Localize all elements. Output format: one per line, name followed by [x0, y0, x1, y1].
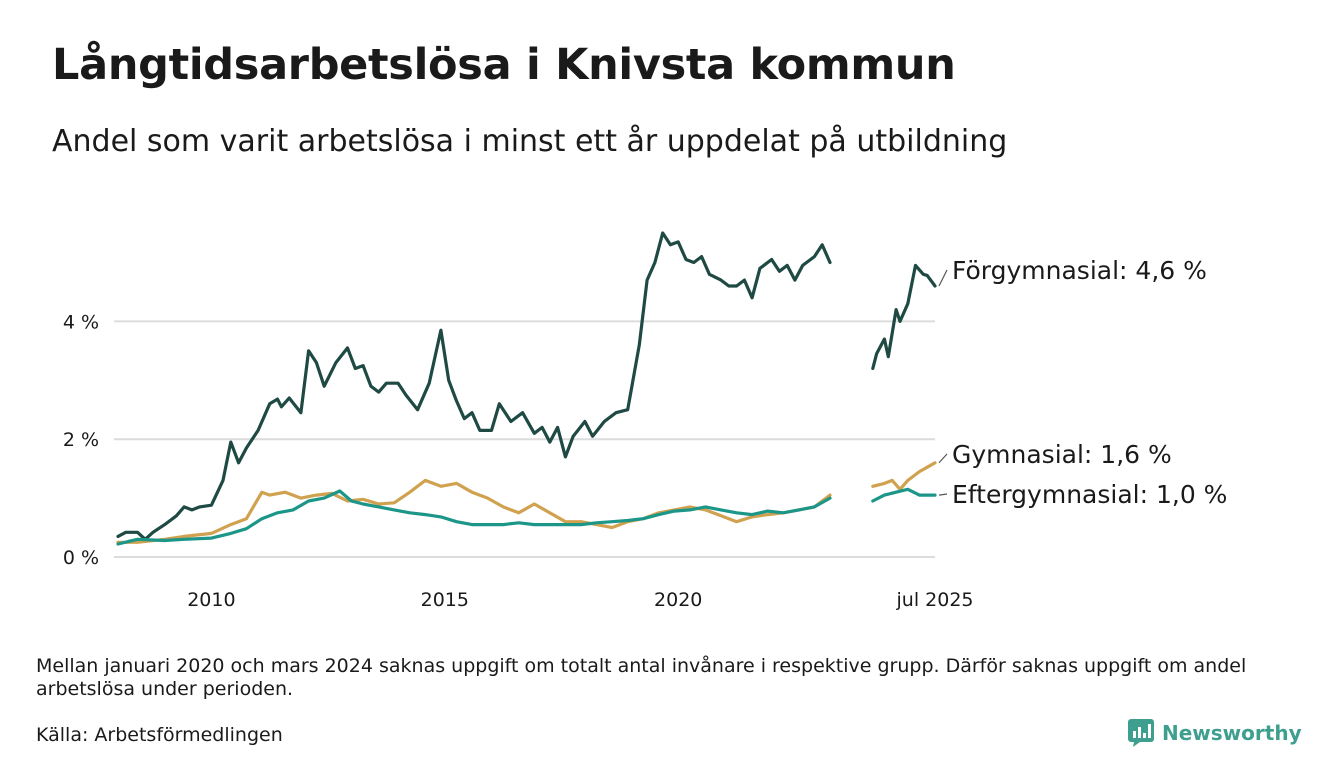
- x-tick-label: 2020: [654, 589, 702, 611]
- series-line-gymnasial: [116, 478, 832, 544]
- end-label-gymnasial: Gymnasial: 1,6 %: [952, 440, 1172, 469]
- chart-subtitle: Andel som varit arbetslösa i minst ett å…: [52, 124, 1008, 159]
- y-tick-label: 0 %: [63, 547, 99, 569]
- label-connector: [938, 453, 948, 464]
- x-axis-ticks: 2010 2015 2020 jul 2025: [187, 589, 973, 611]
- x-tick-label: 2010: [187, 589, 235, 611]
- line-chart: 0 % 2 % 4 % 2010 2015 2020 jul 2025 Förgymnas…: [63, 231, 1227, 611]
- brand-name: Newsworthy: [1162, 721, 1302, 745]
- y-tick-label: 2 %: [63, 429, 99, 451]
- x-tick-label: jul 2025: [896, 589, 974, 611]
- series-lines: [116, 231, 937, 546]
- newsworthy-logo: Newsworthy: [1128, 718, 1302, 748]
- series-line-forgymnasial: [871, 263, 937, 371]
- chart-title: Långtidsarbetslösa i Knivsta kommun: [52, 40, 956, 90]
- series-line-forgymnasial: [116, 231, 832, 541]
- series-end-labels: Förgymnasial: 4,6 % Gymnasial: 1,6 % Efter…: [938, 256, 1227, 509]
- footnote: Mellan januari 2020 och mars 2024 saknas…: [36, 655, 1247, 700]
- series-line-eftergymnasial: [871, 487, 937, 503]
- label-connector: [938, 493, 948, 496]
- end-label-forgymnasial: Förgymnasial: 4,6 %: [952, 256, 1207, 285]
- chart-bubble-icon: [1128, 719, 1154, 747]
- end-label-eftergymnasial: Eftergymnasial: 1,0 %: [952, 480, 1227, 509]
- y-tick-label: 4 %: [63, 311, 99, 333]
- x-tick-label: 2015: [421, 589, 469, 611]
- label-connector: [938, 269, 948, 287]
- series-line-eftergymnasial: [116, 489, 832, 546]
- source-credit: Källa: Arbetsförmedlingen: [36, 724, 283, 746]
- series-line-gymnasial: [871, 461, 937, 491]
- y-axis-ticks: 0 % 2 % 4 %: [63, 311, 99, 569]
